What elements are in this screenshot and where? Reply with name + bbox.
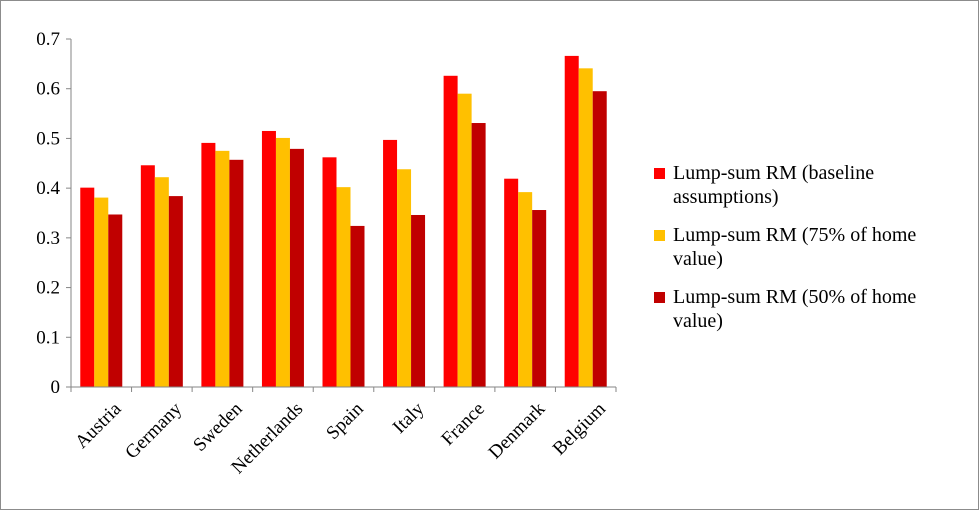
bar — [518, 192, 533, 387]
bar — [504, 178, 519, 387]
bar — [201, 142, 216, 387]
bar — [275, 137, 290, 387]
x-tick-label: Austria — [71, 398, 126, 453]
bar — [108, 214, 123, 387]
bar — [443, 75, 458, 387]
bar — [471, 123, 486, 387]
legend-item: Lump-sum RM (baseline assumptions) — [651, 161, 971, 209]
y-tick-label: 0.6 — [36, 79, 60, 100]
y-tick-label: 0.4 — [36, 178, 60, 199]
y-tick-label: 0.1 — [36, 327, 60, 348]
legend-label: Lump-sum RM (50% of home value) — [673, 286, 917, 332]
bar — [168, 196, 183, 387]
x-tick-label: Denmark — [485, 398, 550, 463]
bar — [578, 68, 593, 388]
x-tick-label: Belgium — [549, 398, 610, 459]
bar — [322, 157, 337, 387]
bar — [289, 148, 304, 387]
y-tick-label: 0.3 — [36, 228, 60, 249]
legend-swatch — [654, 230, 665, 241]
y-tick-label: 0 — [51, 377, 61, 398]
bar — [336, 187, 351, 387]
bar — [154, 177, 169, 387]
x-tick-label: Italy — [389, 398, 429, 438]
y-axis-ticks: 0 0.1 0.2 0.3 0.4 0.5 0.6 0.7 — [36, 29, 71, 398]
legend-item: Lump-sum RM (75% of home value) — [651, 223, 971, 271]
x-tick-label: Germany — [121, 398, 186, 463]
bar — [80, 187, 95, 387]
legend: Lump-sum RM (baseline assumptions) Lump-s… — [651, 161, 971, 347]
x-tick-label: France — [437, 398, 488, 449]
y-tick-label: 0.7 — [36, 29, 60, 50]
x-tick-label: Sweden — [189, 398, 247, 456]
bar — [215, 150, 230, 387]
legend-label: Lump-sum RM (baseline assumptions) — [673, 162, 875, 208]
bar — [397, 169, 412, 387]
bar — [383, 139, 398, 387]
bar — [532, 210, 547, 387]
y-tick-label: 0.5 — [36, 128, 60, 149]
bar — [411, 214, 426, 387]
bars — [70, 55, 617, 392]
bar — [350, 225, 365, 387]
x-tick-label: Spain — [322, 398, 368, 444]
bar — [94, 197, 109, 387]
bar — [229, 159, 244, 387]
bar — [592, 91, 607, 387]
bar — [140, 165, 155, 387]
legend-label: Lump-sum RM (75% of home value) — [673, 224, 917, 270]
y-tick-label: 0.2 — [36, 278, 60, 299]
legend-item: Lump-sum RM (50% of home value) — [651, 285, 971, 333]
bar — [457, 93, 472, 387]
legend-swatch — [654, 292, 665, 303]
bar — [261, 130, 276, 387]
bar — [564, 55, 579, 387]
legend-swatch — [654, 168, 665, 179]
